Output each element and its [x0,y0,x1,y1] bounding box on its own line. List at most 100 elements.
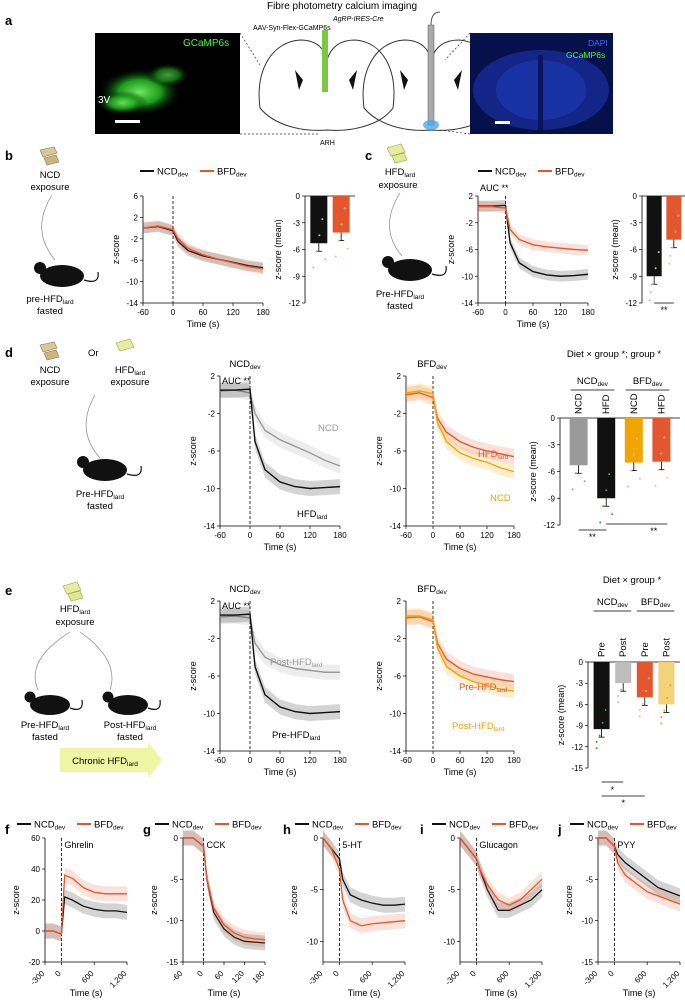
series-line-bfd [459,837,543,906]
bar-bfd-ncd [624,418,643,463]
sig-label: * [611,785,615,795]
x-tick-label: 120 [230,969,246,985]
series-line-bfd [142,225,264,270]
data-point [674,230,677,233]
y-tick-label: -14 [203,522,215,531]
data-point [334,255,337,258]
chart-e-ncd: 2 -2 -6 -10 -14-60 0 60 120 180 Time (s) z-score AU… [188,597,347,777]
x-tick-label: 180 [581,308,595,317]
x-tick-label: 180 [333,531,347,540]
y-tick-label: -6 [466,246,474,255]
bar-y-tick-label: -9 [630,272,638,281]
x-axis-label: Time (s) [70,988,103,998]
series-label-hfd: HFDlard [297,509,328,521]
sem-band-bfd [323,830,405,934]
bar-bfd-post [658,662,675,705]
y-tick-label: -2 [466,219,474,228]
data-point [641,702,644,705]
virus-label: AAV-Syn-Flex-GCaMP6s [253,25,331,32]
legend-bfd: BFDdev [232,820,262,832]
data-point [632,453,635,456]
injection-needle [322,30,328,92]
data-point [660,716,663,719]
x-tick-label: 0 [195,969,205,979]
data-point [315,250,318,253]
x-tick-label: 600 [358,969,374,985]
data-point [574,472,577,475]
food-label-d-b: HFDlard [115,365,146,377]
bar-y-axis-label: z-score (mean) [528,441,538,502]
data-point [654,484,657,487]
series-line-hfd [220,388,341,490]
chart-e-bar: 0 -3 -6 -9 -12 -15 z-score (mean) NCDdev BFDdev P… [556,597,680,808]
y-axis-label: z-score [111,235,121,265]
y-tick-label: -10 [443,937,455,946]
panel-j: j NCDdev BFDdev 0 -5 -10 -15 -300 0 600 1,200 PYY Ti… [557,820,682,999]
y-tick-label: -2 [394,635,402,644]
series-label-ncd-bfd: NCD [490,493,511,504]
x-tick-label: 120 [303,756,317,765]
y-tick-label: 2 [211,597,216,606]
data-point [638,477,641,480]
series-line-ncd [322,837,406,906]
chronic-arrow [60,742,162,778]
sem-band-bfd [460,830,542,913]
y-tick-label: 2 [469,192,474,201]
food-label-d-a2: exposure [30,377,69,388]
x-tick-label: 600 [495,969,511,985]
x-tick-label: -60 [472,308,484,317]
y-tick-label: -10 [389,710,401,719]
chronic-label: Chronic HFDlard [72,756,138,768]
panel-label-e: e [5,583,12,598]
x-tick-label: 1,200 [108,969,129,990]
y-tick-label: -20 [28,958,40,967]
sem-band-hfd [220,381,340,496]
mouse-icon-d [77,456,142,481]
optic-fibre [427,24,435,126]
data-point [571,488,574,491]
mouse-label: AgRP-IRES-Cre [332,16,384,23]
brain-schematic: AAV-Syn-Flex-GCaMP6s AgRP-IRES-Cre ARH [239,11,499,147]
data-point [340,223,343,226]
legend-ncd: NCDdev [172,820,204,832]
bar-ncd-ncd [569,418,588,466]
sem-band-ncd [143,221,263,274]
hormone-label: PYY [617,840,635,850]
legend-ncd: NCDdev [587,820,619,832]
x-tick-label: 60 [199,308,208,317]
bar-y-tick-label: -3 [548,441,556,450]
bar-bfd [666,196,682,240]
chart-c-line: 2 -2 -6 -10 -14-60 0 60 120 180 Time (s) z-score NC… [446,167,595,330]
data-point [608,473,611,476]
data-point [649,291,652,294]
y-tick-label: -10 [461,272,473,281]
x-axis-label: Time (s) [264,542,297,552]
data-point [638,715,641,718]
scale-bar [115,120,140,123]
bar-y-tick-label: 0 [551,414,556,423]
x-tick-label: -60 [137,308,149,317]
x-tick-label: 60 [456,531,465,540]
bar-category-label: Pre [640,642,651,657]
bar-y-tick-label: -6 [548,468,556,477]
y-tick-label: -10 [166,917,178,926]
data-point [626,663,629,666]
x-tick-label: 60 [529,308,538,317]
panel-label-h: h [283,822,291,837]
panel-label-j: j [557,822,562,837]
legend-ncd: NCDdev [157,167,189,179]
arh-label: ARH [320,140,335,147]
bar-y-axis-label: z-score (mean) [273,219,283,280]
dapi-label: DAPI [588,38,608,48]
chart-e-bfd: 2 -2 -6 -10 -14-60 0 60 120 180 Time (s) z-score Pr… [374,597,521,777]
x-axis-label: Time (s) [623,988,656,998]
food-label-c: HFDlard [385,167,416,179]
data-point [663,709,666,712]
x-tick-label: 1,200 [523,969,544,990]
bar-category-label: NCD [629,393,640,414]
x-tick-label: 0 [431,756,436,765]
y-tick-label: 2 [397,372,402,381]
legend-bfd: BFDdev [509,820,539,832]
mouse-label-e2b: fasted [117,732,143,743]
sig-label: * [621,798,625,808]
